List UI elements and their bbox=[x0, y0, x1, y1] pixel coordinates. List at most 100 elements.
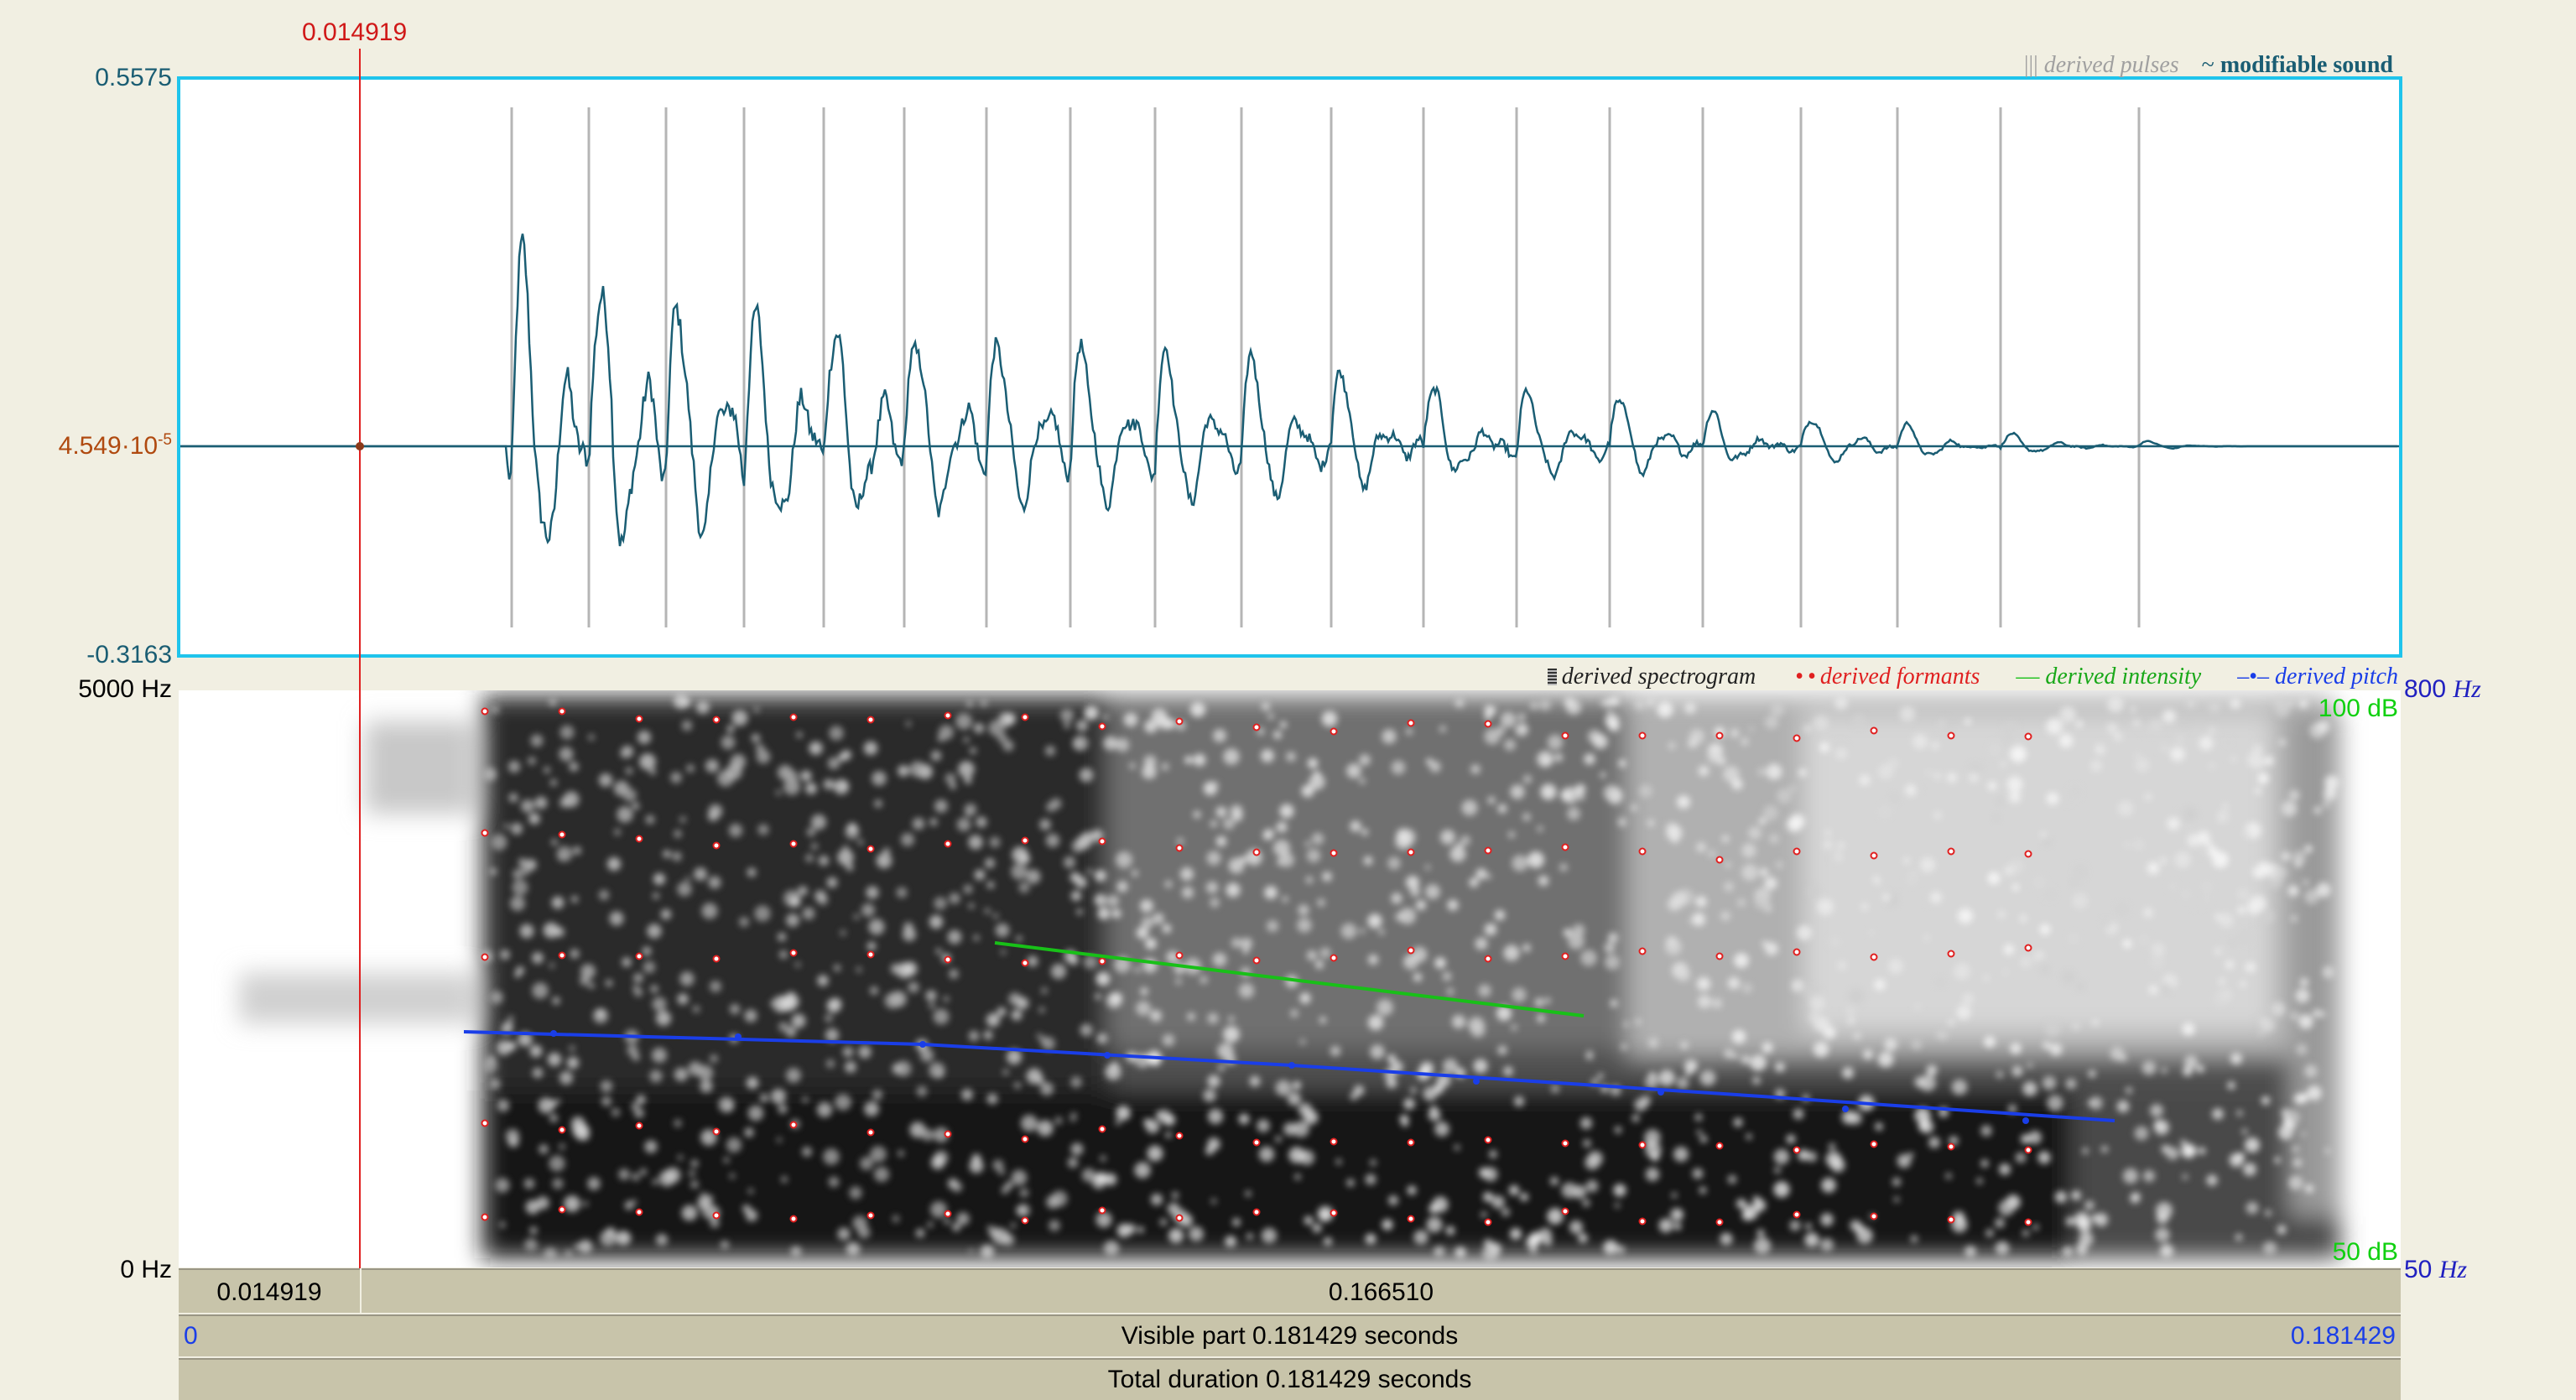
formant-dot bbox=[1793, 1146, 1801, 1154]
formant-dot bbox=[558, 1205, 566, 1214]
visible-end-time: 0.181429 bbox=[2290, 1322, 2396, 1350]
intensity-bottom-label: 50 dB bbox=[2332, 1238, 2398, 1266]
formant-dot bbox=[1715, 1142, 1724, 1150]
formant-dot bbox=[1098, 1125, 1106, 1133]
pitch-legend-glyph: –•– bbox=[2237, 664, 2270, 690]
pitch-point bbox=[2022, 1117, 2029, 1124]
formant-dot bbox=[1793, 734, 1801, 742]
formant-dot bbox=[1561, 731, 1569, 740]
formant-dot bbox=[1870, 851, 1878, 860]
spectrogram-legend: derived spectrogram ••derived formants —… bbox=[1547, 664, 2398, 690]
formant-dot bbox=[635, 952, 643, 960]
pitch-top-label: 800 Hz bbox=[2404, 675, 2481, 703]
total-duration-bar[interactable]: Total duration 0.181429 seconds bbox=[179, 1358, 2401, 1400]
formant-dot bbox=[1252, 1138, 1261, 1147]
formant-dot bbox=[635, 835, 643, 843]
formant-dot bbox=[866, 716, 875, 724]
waveform-panel[interactable] bbox=[179, 78, 2401, 656]
formant-dot bbox=[789, 713, 798, 721]
formant-dot bbox=[635, 1208, 643, 1216]
formant-dot bbox=[1870, 1212, 1878, 1220]
formant-dot bbox=[1407, 719, 1415, 727]
waveform-ymin-label: -0.3163 bbox=[86, 641, 172, 669]
formant-dot bbox=[481, 707, 489, 716]
cursor-left-time: 0.014919 bbox=[216, 1278, 322, 1306]
formant-dot bbox=[789, 949, 798, 957]
formant-dot bbox=[1330, 727, 1338, 736]
formant-dot bbox=[1098, 722, 1106, 731]
intensity-curve bbox=[994, 941, 1585, 1017]
formant-dot bbox=[789, 1215, 798, 1223]
formant-dot bbox=[1330, 954, 1338, 962]
visible-part-bar[interactable]: 0 Visible part 0.181429 seconds 0.181429 bbox=[179, 1314, 2401, 1356]
spectrogram-top-freq-label: 5000 Hz bbox=[78, 675, 172, 703]
formants-legend-glyph: •• bbox=[1795, 664, 1820, 690]
pulses-legend-glyph: ||| bbox=[2023, 52, 2038, 78]
formant-dot bbox=[944, 711, 952, 720]
formant-dot bbox=[1638, 947, 1647, 955]
pitch-point bbox=[550, 1030, 557, 1037]
cursor-left-segment[interactable]: 0.014919 bbox=[179, 1268, 360, 1313]
formant-dot bbox=[1407, 1138, 1415, 1147]
formant-dot bbox=[712, 1127, 721, 1136]
formant-dot bbox=[712, 841, 721, 850]
formant-dot bbox=[866, 1128, 875, 1137]
formant-dot bbox=[1098, 957, 1106, 965]
formant-dot bbox=[1175, 951, 1184, 960]
intensity-top-label: 100 dB bbox=[2318, 695, 2398, 722]
formant-dot bbox=[481, 953, 489, 961]
formant-dot bbox=[1175, 1214, 1184, 1222]
waveform-ymax-label: 0.5575 bbox=[95, 64, 172, 91]
formant-dot bbox=[1021, 1135, 1029, 1143]
formant-dot bbox=[558, 830, 566, 839]
formant-dot bbox=[1484, 720, 1492, 728]
waveform-zero-label: 4.549·10-5 bbox=[58, 431, 172, 460]
formant-dot bbox=[1021, 959, 1029, 967]
visible-start-time: 0 bbox=[184, 1322, 198, 1350]
formant-dot bbox=[2024, 1218, 2032, 1226]
formant-dot bbox=[1715, 731, 1724, 740]
formant-dot bbox=[944, 1210, 952, 1218]
formant-dot bbox=[944, 1130, 952, 1138]
formant-dot bbox=[481, 1213, 489, 1221]
formant-dot bbox=[866, 950, 875, 959]
formant-dot bbox=[481, 1119, 489, 1127]
cursor-right-segment[interactable]: 0.166510 bbox=[362, 1268, 2401, 1313]
formant-dot bbox=[1947, 731, 1955, 740]
cursor-time-label: 0.014919 bbox=[302, 18, 408, 46]
pitch-point bbox=[1104, 1052, 1111, 1059]
formant-dot bbox=[1484, 955, 1492, 963]
formant-dot bbox=[1252, 1208, 1261, 1216]
pitch-legend-label: derived pitch bbox=[2275, 664, 2398, 690]
formant-dot bbox=[866, 845, 875, 853]
formant-dot bbox=[1793, 1210, 1801, 1219]
formant-dot bbox=[789, 840, 798, 848]
intensity-legend-label: derived intensity bbox=[2045, 664, 2202, 690]
formant-dot bbox=[1484, 1218, 1492, 1226]
formant-dot bbox=[1252, 848, 1261, 856]
formant-dot bbox=[1793, 847, 1801, 856]
formant-dot bbox=[1870, 1140, 1878, 1148]
formant-dot bbox=[1021, 1216, 1029, 1225]
formant-dot bbox=[2024, 850, 2032, 858]
formant-dot bbox=[1715, 856, 1724, 864]
formant-dot bbox=[558, 1126, 566, 1134]
formant-dot bbox=[635, 715, 643, 723]
pitch-points bbox=[550, 1030, 2029, 1124]
formant-dot bbox=[1098, 1206, 1106, 1215]
cursor-waveform-point bbox=[356, 442, 364, 450]
formant-dot bbox=[1561, 952, 1569, 960]
formant-dot bbox=[1561, 1139, 1569, 1148]
visible-part-label: Visible part 0.181429 seconds bbox=[1121, 1322, 1459, 1350]
formant-dot bbox=[712, 1211, 721, 1220]
formant-dot bbox=[1021, 713, 1029, 721]
formant-dot bbox=[944, 840, 952, 848]
spectrogram-legend-label: derived spectrogram bbox=[1561, 664, 1756, 690]
formant-dot bbox=[558, 951, 566, 960]
formant-dot bbox=[1715, 952, 1724, 960]
formant-dot bbox=[1561, 843, 1569, 851]
formant-dot bbox=[1638, 847, 1647, 856]
formant-dot bbox=[1638, 1217, 1647, 1226]
formant-dot bbox=[1407, 848, 1415, 856]
